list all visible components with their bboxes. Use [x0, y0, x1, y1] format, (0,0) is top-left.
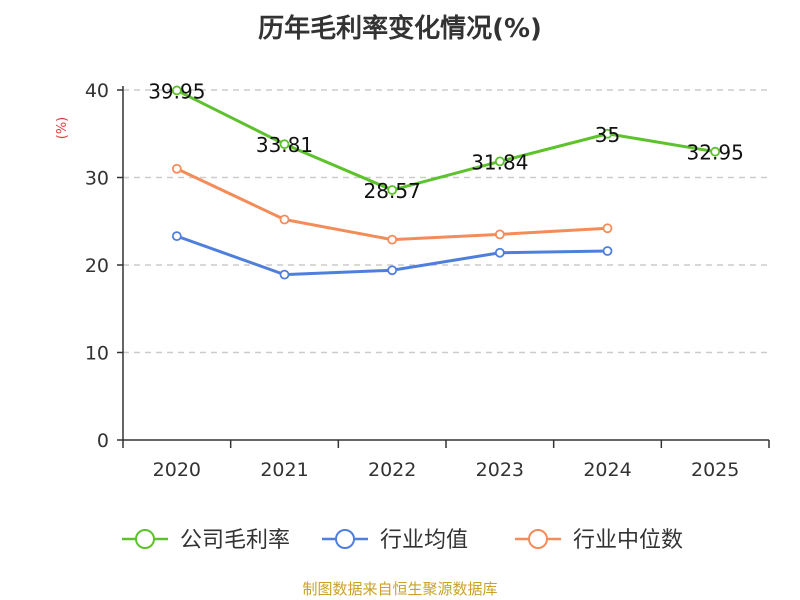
data-point — [171, 163, 182, 174]
legend[interactable]: 公司毛利率 行业均值 行业中位数 — [122, 528, 683, 553]
data-point — [602, 246, 613, 256]
legend-label: 行业中位数 — [573, 528, 683, 553]
data-labels: 39.95 33.81 28.57 31.84 35 32.95 — [148, 79, 744, 203]
data-label: 32.95 — [687, 141, 744, 165]
x-tick-label: 2022 — [368, 459, 416, 481]
x-tick-label: 2020 — [153, 459, 201, 481]
data-point — [387, 265, 398, 276]
data-point — [602, 223, 613, 234]
data-label: 35 — [595, 123, 620, 147]
data-label: 28.57 — [364, 179, 421, 203]
data-point — [602, 128, 613, 139]
chart-title: 历年毛利率变化情况(%) — [258, 14, 542, 44]
legend-label: 公司毛利率 — [180, 528, 290, 553]
data-point — [279, 269, 290, 280]
source-note: 制图数据来自恒生聚源数据库 — [302, 580, 498, 598]
data-point — [387, 185, 398, 195]
x-tick-label: 2023 — [476, 459, 524, 481]
y-tick-label: 10 — [85, 343, 109, 365]
y-tick-label: 20 — [85, 255, 109, 277]
legend-marker — [528, 529, 548, 549]
data-label: 33.81 — [256, 133, 313, 157]
legend-item-2[interactable]: 行业中位数 — [515, 528, 683, 553]
y-tick-label: 30 — [85, 168, 109, 190]
data-point — [279, 214, 290, 225]
data-point — [710, 146, 721, 157]
y-axis-unit-label: (%) — [55, 117, 70, 140]
data-point — [387, 234, 398, 245]
series-group — [171, 85, 721, 280]
data-point — [171, 231, 182, 242]
legend-marker — [135, 529, 155, 549]
data-point — [494, 156, 505, 167]
legend-label: 行业均值 — [380, 528, 468, 553]
data-point — [279, 139, 290, 150]
axes: 0 10 20 30 40 (%) 2020 2021 2022 2023 2024 2025 — [55, 80, 770, 481]
grid-lines — [123, 89, 769, 354]
x-tick-label: 2021 — [260, 459, 308, 481]
data-point — [494, 247, 505, 258]
data-point — [171, 85, 182, 96]
data-label: 31.84 — [471, 150, 528, 174]
legend-item-0[interactable]: 公司毛利率 — [122, 528, 290, 553]
data-point — [494, 229, 505, 240]
data-label: 39.95 — [148, 79, 205, 103]
y-tick-label: 0 — [97, 430, 109, 452]
legend-item-1[interactable]: 行业均值 — [322, 528, 468, 553]
y-tick-label: 40 — [85, 80, 109, 102]
legend-marker — [335, 529, 355, 549]
series-line-0 — [176, 89, 716, 192]
x-tick-label: 2025 — [691, 459, 739, 481]
x-tick-label: 2024 — [583, 459, 631, 481]
